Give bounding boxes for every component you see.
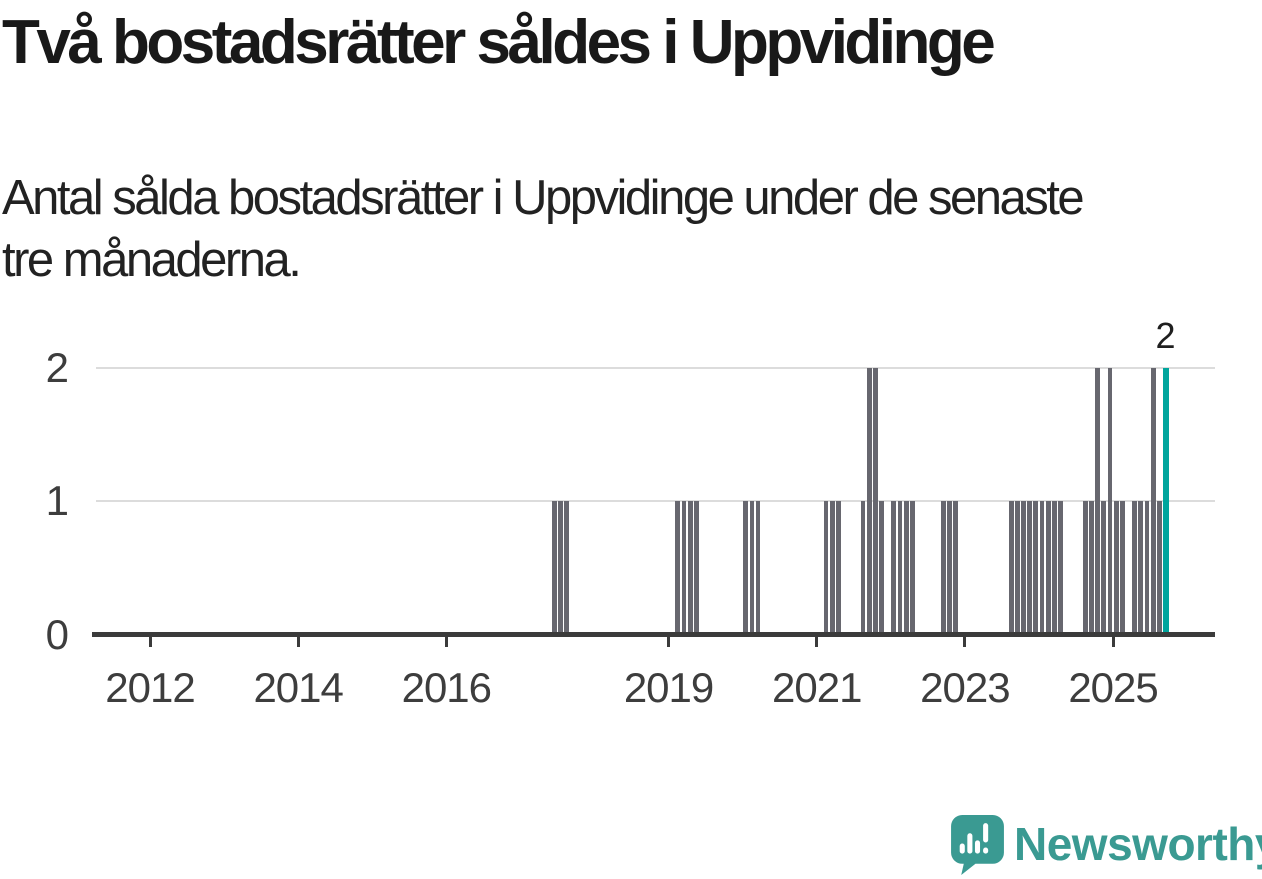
bar-2017-08 [564, 501, 570, 637]
x-axis-label-2021: 2021 [772, 664, 862, 711]
bar-2025-04 [1132, 501, 1138, 637]
bar-2021-10 [872, 368, 878, 637]
bar-2021-09 [866, 368, 872, 637]
x-axis-label-2012: 2012 [105, 664, 195, 711]
bar-2025-06 [1144, 501, 1150, 637]
bar-2025-08 [1156, 501, 1162, 637]
x-tick-2014 [296, 636, 300, 647]
x-tick-2012 [148, 636, 152, 647]
bar-2023-12 [1033, 501, 1039, 637]
x-axis-label-2023: 2023 [920, 664, 1010, 711]
chart-subtitle: Antal sålda bostadsrätter i Uppvidinge u… [2, 171, 1085, 287]
x-tick-2019 [667, 636, 671, 647]
bar-2020-03 [755, 501, 761, 637]
bar-2023-08 [1008, 501, 1014, 637]
bar-2024-09 [1089, 501, 1094, 637]
bar-2021-08 [860, 501, 866, 637]
bar-2024-12 [1107, 368, 1113, 637]
bar-2024-11 [1101, 501, 1107, 637]
bar-2022-04 [910, 501, 915, 637]
gridline [96, 500, 1215, 503]
x-axis-label-2019: 2019 [623, 664, 714, 711]
bar-2021-02 [823, 501, 829, 637]
bar-2019-02 [675, 501, 681, 637]
highlighted-bar-2025-09 [1162, 368, 1169, 637]
bar-2020-01 [743, 501, 749, 637]
y-axis-label-1: 1 [45, 477, 69, 525]
bar-2024-08 [1082, 501, 1088, 637]
bar-2021-11 [879, 501, 884, 637]
bar-2025-07 [1150, 368, 1156, 637]
x-tick-2025 [1111, 636, 1115, 647]
bar-2025-01 [1113, 501, 1119, 637]
bar-2022-09 [940, 501, 946, 637]
y-axis-label-0: 0 [45, 610, 69, 658]
bar-2024-03 [1051, 501, 1057, 637]
bar-2017-06 [551, 501, 557, 637]
bar-2021-03 [829, 501, 835, 637]
bar-2024-01 [1039, 501, 1045, 637]
bar-2020-02 [749, 501, 755, 637]
bar-2022-10 [947, 501, 952, 637]
bar-2024-10 [1095, 368, 1100, 637]
bar-2023-09 [1014, 501, 1020, 637]
latest-value-label: 2 [1155, 315, 1176, 356]
bar-2017-07 [558, 501, 563, 637]
bar-2023-11 [1027, 501, 1033, 637]
bar-2019-03 [681, 501, 687, 637]
bar-2019-05 [693, 501, 699, 637]
x-axis-label-2014: 2014 [253, 664, 343, 711]
x-axis-label-2025: 2025 [1068, 664, 1158, 711]
bar-2019-04 [687, 501, 693, 637]
bar-2025-02 [1119, 501, 1125, 637]
y-axis-label-2: 2 [45, 344, 69, 391]
x-tick-2016 [444, 636, 448, 647]
gridline [96, 367, 1215, 369]
bar-2024-02 [1045, 501, 1051, 637]
x-tick-2023 [963, 636, 967, 647]
bar-2022-03 [903, 501, 909, 637]
bar-2021-04 [835, 501, 841, 637]
x-tick-2021 [815, 636, 819, 647]
chart-title: Två bostadsrätter såldes i Uppvidinge [2, 8, 996, 77]
bar-2025-05 [1138, 501, 1144, 637]
x-axis-line [92, 631, 1215, 637]
bar-2022-01 [891, 501, 897, 637]
x-axis-label-2016: 2016 [401, 664, 492, 711]
bar-2024-04 [1058, 501, 1063, 637]
bar-2022-11 [953, 501, 959, 637]
bar-2023-10 [1021, 501, 1026, 637]
bar-2022-02 [897, 501, 903, 637]
